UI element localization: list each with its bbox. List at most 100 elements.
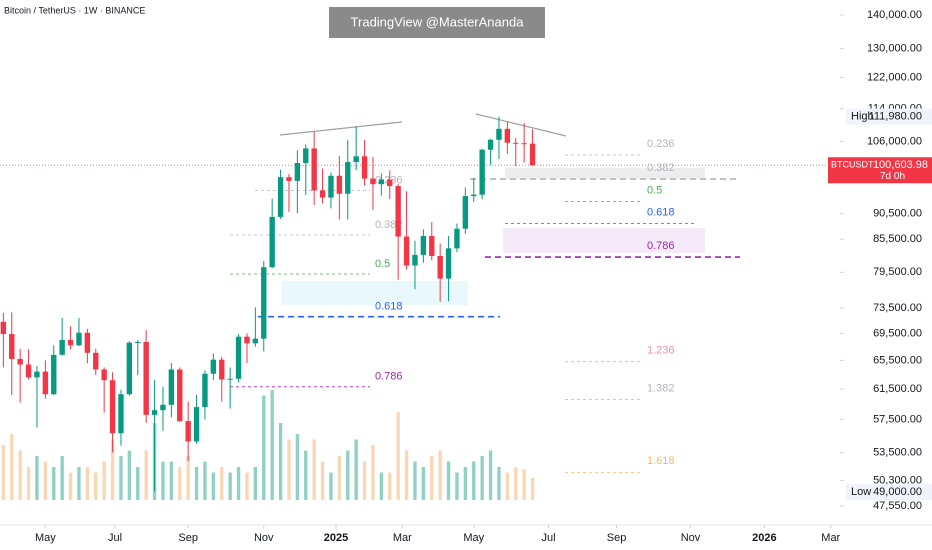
candle-body bbox=[496, 128, 502, 140]
y-tick-label: 85,500.00 bbox=[873, 233, 922, 245]
candle-body bbox=[67, 339, 74, 346]
high-value: 111,980.00 bbox=[869, 110, 922, 122]
candle-body bbox=[336, 175, 343, 194]
candle-body bbox=[319, 190, 326, 198]
candle-body bbox=[412, 254, 418, 266]
volume-bar bbox=[438, 450, 442, 500]
volume-bar bbox=[371, 445, 375, 500]
volume-bar bbox=[169, 461, 174, 500]
volume-bar bbox=[514, 467, 518, 500]
candle-body bbox=[143, 341, 149, 415]
x-tick-label: Jul bbox=[108, 532, 122, 544]
volume-bar bbox=[127, 450, 132, 500]
y-tick-label: 73,500.00 bbox=[873, 302, 922, 314]
y-tick-label: 79,500.00 bbox=[873, 266, 922, 278]
candle-body bbox=[168, 369, 175, 405]
volume-bar bbox=[522, 469, 526, 500]
candle-body bbox=[34, 371, 40, 378]
volume-bar bbox=[94, 472, 98, 500]
x-tick-label: Sep bbox=[607, 532, 627, 544]
candle-body bbox=[76, 332, 82, 346]
y-tick-label: 50,300.00 bbox=[873, 474, 922, 486]
candle-body bbox=[101, 369, 107, 381]
candle-body bbox=[135, 341, 141, 343]
x-tick-label: Nov bbox=[681, 532, 701, 544]
candle-body bbox=[311, 148, 317, 191]
volume-bar bbox=[446, 461, 451, 500]
candle-body bbox=[294, 163, 301, 181]
volume-bar bbox=[245, 472, 249, 500]
candle-body bbox=[59, 339, 65, 355]
volume-bar bbox=[186, 456, 190, 500]
candle-body bbox=[151, 410, 158, 415]
candle-body bbox=[370, 178, 376, 185]
candle-body bbox=[345, 162, 351, 194]
volume-bar bbox=[194, 467, 199, 500]
y-tick-label: 57,500.00 bbox=[873, 413, 922, 425]
volume-bar bbox=[228, 472, 232, 500]
volume-bar bbox=[346, 450, 350, 500]
volume-bar bbox=[144, 450, 148, 500]
x-tick-label: Mar bbox=[821, 532, 840, 544]
volume-bar bbox=[530, 478, 535, 500]
candle-body bbox=[437, 255, 443, 279]
symbol-label: BTCUSDT bbox=[831, 160, 874, 170]
candle-body bbox=[395, 186, 401, 237]
volume-bar bbox=[270, 390, 274, 500]
volume-bar bbox=[253, 467, 258, 500]
candle-body bbox=[210, 359, 217, 374]
high-label-box bbox=[846, 108, 932, 125]
candle-layer bbox=[0, 116, 536, 492]
x-tick-label: May bbox=[35, 532, 56, 544]
volume-bar bbox=[379, 472, 384, 500]
candle-body bbox=[244, 336, 250, 344]
volume-bar bbox=[295, 434, 300, 500]
volume-bar bbox=[10, 434, 14, 500]
fib-layer: 0.2360.3820.50.6180.7860.2360.3820.50.61… bbox=[0, 138, 840, 473]
volume-bar bbox=[102, 461, 106, 500]
volume-bar bbox=[68, 472, 73, 500]
candle-body bbox=[219, 359, 225, 380]
volume-bar bbox=[262, 395, 266, 500]
x-tick-label: Jul bbox=[541, 532, 555, 544]
fib-label: 1.236 bbox=[647, 345, 675, 357]
volume-bar bbox=[337, 456, 342, 500]
candle-body bbox=[252, 338, 259, 344]
volume-bar bbox=[110, 439, 115, 500]
fib-label: 0.618 bbox=[647, 206, 675, 218]
candle-body bbox=[521, 143, 527, 145]
y-tick-label: 140,000.00 bbox=[867, 9, 922, 21]
low-label-box bbox=[846, 484, 932, 501]
candle-body bbox=[185, 421, 191, 442]
candle-body bbox=[93, 352, 99, 370]
candle-body bbox=[328, 175, 334, 198]
volume-bar bbox=[278, 423, 283, 500]
volume-bar bbox=[430, 456, 434, 500]
candle-body bbox=[513, 142, 519, 144]
candle-body bbox=[42, 371, 49, 395]
low-value: 49,000.00 bbox=[873, 486, 922, 498]
volume-bar bbox=[35, 456, 39, 500]
candle-body bbox=[378, 179, 385, 185]
chart-title: Bitcoin / TetherUS · 1W · BINANCE bbox=[4, 5, 145, 15]
y-tick-label: 130,000.00 bbox=[867, 43, 922, 55]
volume-bar bbox=[220, 467, 224, 500]
volume-bar bbox=[161, 461, 165, 500]
candle-body bbox=[303, 148, 309, 164]
fib-label: 0.786 bbox=[375, 371, 403, 383]
candle-body bbox=[118, 394, 124, 434]
volume-bar bbox=[413, 461, 417, 500]
volume-bar bbox=[43, 461, 48, 500]
volume-bar bbox=[85, 467, 90, 500]
volume-bar bbox=[388, 472, 392, 500]
candle-body bbox=[126, 342, 133, 395]
volume-bar bbox=[312, 439, 316, 500]
candle-body bbox=[269, 216, 275, 268]
candle-body bbox=[160, 404, 166, 411]
volume-bar bbox=[362, 461, 367, 500]
x-tick-label: May bbox=[463, 532, 484, 544]
fib-label: 0.236 bbox=[647, 138, 675, 150]
fib-label: 1.382 bbox=[647, 382, 675, 394]
candle-body bbox=[261, 267, 267, 339]
